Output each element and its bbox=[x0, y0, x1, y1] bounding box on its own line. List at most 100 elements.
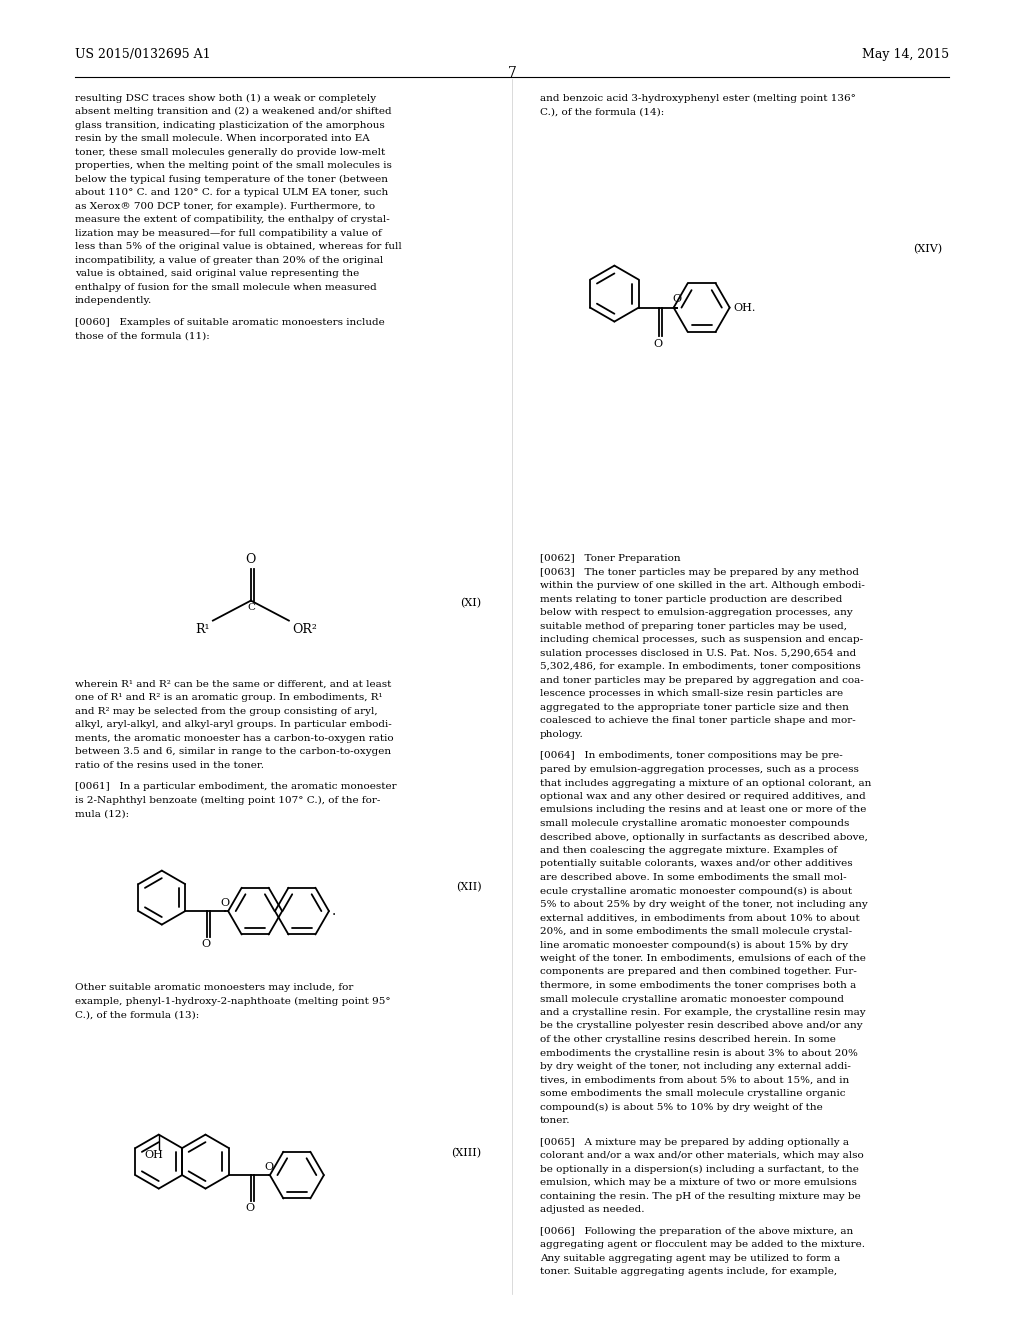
Text: lization may be measured—for full compatibility a value of: lization may be measured—for full compat… bbox=[75, 228, 382, 238]
Text: and toner particles may be prepared by aggregation and coa-: and toner particles may be prepared by a… bbox=[540, 676, 863, 685]
Text: embodiments the crystalline resin is about 3% to about 20%: embodiments the crystalline resin is abo… bbox=[540, 1048, 857, 1057]
Text: pared by emulsion-aggregation processes, such as a process: pared by emulsion-aggregation processes,… bbox=[540, 766, 858, 774]
Text: (XIV): (XIV) bbox=[913, 244, 942, 255]
Text: 20%, and in some embodiments the small molecule crystal-: 20%, and in some embodiments the small m… bbox=[540, 927, 852, 936]
Text: optional wax and any other desired or required additives, and: optional wax and any other desired or re… bbox=[540, 792, 865, 801]
Text: 5,302,486, for example. In embodiments, toner compositions: 5,302,486, for example. In embodiments, … bbox=[540, 663, 860, 672]
Text: O: O bbox=[202, 939, 211, 949]
Text: R¹: R¹ bbox=[196, 623, 210, 636]
Text: ratio of the resins used in the toner.: ratio of the resins used in the toner. bbox=[75, 760, 264, 770]
Text: below the typical fusing temperature of the toner (between: below the typical fusing temperature of … bbox=[75, 174, 388, 183]
Text: between 3.5 and 6, similar in range to the carbon-to-oxygen: between 3.5 and 6, similar in range to t… bbox=[75, 747, 391, 756]
Text: ments, the aromatic monoester has a carbon-to-oxygen ratio: ments, the aromatic monoester has a carb… bbox=[75, 734, 393, 743]
Text: glass transition, indicating plasticization of the amorphous: glass transition, indicating plasticizat… bbox=[75, 120, 384, 129]
Text: phology.: phology. bbox=[540, 730, 584, 739]
Text: be the crystalline polyester resin described above and/or any: be the crystalline polyester resin descr… bbox=[540, 1022, 862, 1031]
Text: emulsions including the resins and at least one or more of the: emulsions including the resins and at le… bbox=[540, 805, 866, 814]
Text: of the other crystalline resins described herein. In some: of the other crystalline resins describe… bbox=[540, 1035, 836, 1044]
Text: C.), of the formula (14):: C.), of the formula (14): bbox=[540, 107, 664, 116]
Text: O: O bbox=[653, 339, 663, 348]
Text: alkyl, aryl-alkyl, and alkyl-aryl groups. In particular embodi-: alkyl, aryl-alkyl, and alkyl-aryl groups… bbox=[75, 721, 391, 729]
Text: properties, when the melting point of the small molecules is: properties, when the melting point of th… bbox=[75, 161, 391, 170]
Text: and benzoic acid 3-hydroxyphenyl ester (melting point 136°: and benzoic acid 3-hydroxyphenyl ester (… bbox=[540, 94, 855, 103]
Text: [0061]   In a particular embodiment, the aromatic monoester: [0061] In a particular embodiment, the a… bbox=[75, 783, 396, 792]
Text: thermore, in some embodiments the toner comprises both a: thermore, in some embodiments the toner … bbox=[540, 981, 856, 990]
Text: C: C bbox=[247, 603, 255, 611]
Text: [0060]   Examples of suitable aromatic monoesters include: [0060] Examples of suitable aromatic mon… bbox=[75, 318, 384, 327]
Text: and R² may be selected from the group consisting of aryl,: and R² may be selected from the group co… bbox=[75, 706, 378, 715]
Text: that includes aggregating a mixture of an optional colorant, an: that includes aggregating a mixture of a… bbox=[540, 779, 871, 788]
Text: those of the formula (11):: those of the formula (11): bbox=[75, 331, 210, 341]
Text: below with respect to emulsion-aggregation processes, any: below with respect to emulsion-aggregati… bbox=[540, 609, 852, 618]
Text: 5% to about 25% by dry weight of the toner, not including any: 5% to about 25% by dry weight of the ton… bbox=[540, 900, 867, 909]
Text: .: . bbox=[332, 904, 336, 919]
Text: incompatibility, a value of greater than 20% of the original: incompatibility, a value of greater than… bbox=[75, 256, 383, 265]
Text: O: O bbox=[672, 293, 681, 304]
Text: small molecule crystalline aromatic monoester compound: small molecule crystalline aromatic mono… bbox=[540, 994, 844, 1003]
Text: [0062]   Toner Preparation: [0062] Toner Preparation bbox=[540, 554, 680, 564]
Text: aggregating agent or flocculent may be added to the mixture.: aggregating agent or flocculent may be a… bbox=[540, 1241, 864, 1249]
Text: aggregated to the appropriate toner particle size and then: aggregated to the appropriate toner part… bbox=[540, 702, 849, 711]
Text: example, phenyl-1-hydroxy-2-naphthoate (melting point 95°: example, phenyl-1-hydroxy-2-naphthoate (… bbox=[75, 997, 390, 1006]
Text: wherein R¹ and R² can be the same or different, and at least: wherein R¹ and R² can be the same or dif… bbox=[75, 680, 391, 689]
Text: O: O bbox=[220, 898, 229, 908]
Text: (XI): (XI) bbox=[460, 598, 481, 609]
Text: colorant and/or a wax and/or other materials, which may also: colorant and/or a wax and/or other mater… bbox=[540, 1151, 863, 1160]
Text: potentially suitable colorants, waxes and/or other additives: potentially suitable colorants, waxes an… bbox=[540, 859, 852, 869]
Text: one of R¹ and R² is an aromatic group. In embodiments, R¹: one of R¹ and R² is an aromatic group. I… bbox=[75, 693, 382, 702]
Text: Any suitable aggregating agent may be utilized to form a: Any suitable aggregating agent may be ut… bbox=[540, 1254, 840, 1263]
Text: components are prepared and then combined together. Fur-: components are prepared and then combine… bbox=[540, 968, 856, 977]
Text: lescence processes in which small-size resin particles are: lescence processes in which small-size r… bbox=[540, 689, 843, 698]
Text: May 14, 2015: May 14, 2015 bbox=[862, 48, 949, 61]
Text: ecule crystalline aromatic monoester compound(s) is about: ecule crystalline aromatic monoester com… bbox=[540, 887, 852, 896]
Text: [0063]   The toner particles may be prepared by any method: [0063] The toner particles may be prepar… bbox=[540, 568, 859, 577]
Text: toner.: toner. bbox=[540, 1115, 570, 1125]
Text: Other suitable aromatic monoesters may include, for: Other suitable aromatic monoesters may i… bbox=[75, 983, 353, 993]
Text: OR²: OR² bbox=[292, 623, 316, 636]
Text: external additives, in embodiments from about 10% to about: external additives, in embodiments from … bbox=[540, 913, 859, 923]
Text: (XIII): (XIII) bbox=[452, 1148, 481, 1159]
Text: and then coalescing the aggregate mixture. Examples of: and then coalescing the aggregate mixtur… bbox=[540, 846, 837, 855]
Text: [0064]   In embodiments, toner compositions may be pre-: [0064] In embodiments, toner composition… bbox=[540, 751, 843, 760]
Text: absent melting transition and (2) a weakened and/or shifted: absent melting transition and (2) a weak… bbox=[75, 107, 391, 116]
Text: US 2015/0132695 A1: US 2015/0132695 A1 bbox=[75, 48, 210, 61]
Text: by dry weight of the toner, not including any external addi-: by dry weight of the toner, not includin… bbox=[540, 1063, 851, 1071]
Text: (XII): (XII) bbox=[456, 882, 481, 892]
Text: O: O bbox=[264, 1162, 273, 1172]
Text: be optionally in a dispersion(s) including a surfactant, to the: be optionally in a dispersion(s) includi… bbox=[540, 1164, 858, 1173]
Text: OH.: OH. bbox=[733, 302, 756, 313]
Text: OH: OH bbox=[144, 1150, 163, 1159]
Text: [0066]   Following the preparation of the above mixture, an: [0066] Following the preparation of the … bbox=[540, 1226, 853, 1236]
Text: is 2-Naphthyl benzoate (melting point 107° C.), of the for-: is 2-Naphthyl benzoate (melting point 10… bbox=[75, 796, 380, 805]
Text: and a crystalline resin. For example, the crystalline resin may: and a crystalline resin. For example, th… bbox=[540, 1008, 865, 1016]
Text: emulsion, which may be a mixture of two or more emulsions: emulsion, which may be a mixture of two … bbox=[540, 1177, 856, 1187]
Text: toner, these small molecules generally do provide low-melt: toner, these small molecules generally d… bbox=[75, 148, 385, 157]
Text: O: O bbox=[246, 553, 256, 565]
Text: line aromatic monoester compound(s) is about 15% by dry: line aromatic monoester compound(s) is a… bbox=[540, 940, 848, 949]
Text: measure the extent of compatibility, the enthalpy of crystal-: measure the extent of compatibility, the… bbox=[75, 215, 389, 224]
Text: sulation processes disclosed in U.S. Pat. Nos. 5,290,654 and: sulation processes disclosed in U.S. Pat… bbox=[540, 649, 856, 657]
Text: enthalpy of fusion for the small molecule when measured: enthalpy of fusion for the small molecul… bbox=[75, 282, 377, 292]
Text: 7: 7 bbox=[508, 66, 516, 81]
Text: some embodiments the small molecule crystalline organic: some embodiments the small molecule crys… bbox=[540, 1089, 845, 1098]
Text: within the purview of one skilled in the art. Although embodi-: within the purview of one skilled in the… bbox=[540, 581, 864, 590]
Text: mula (12):: mula (12): bbox=[75, 809, 129, 818]
Text: are described above. In some embodiments the small mol-: are described above. In some embodiments… bbox=[540, 873, 846, 882]
Text: adjusted as needed.: adjusted as needed. bbox=[540, 1205, 644, 1214]
Text: described above, optionally in surfactants as described above,: described above, optionally in surfactan… bbox=[540, 833, 867, 842]
Text: resin by the small molecule. When incorporated into EA: resin by the small molecule. When incorp… bbox=[75, 135, 370, 144]
Text: less than 5% of the original value is obtained, whereas for full: less than 5% of the original value is ob… bbox=[75, 243, 401, 251]
Text: O: O bbox=[246, 1203, 254, 1213]
Text: C.), of the formula (13):: C.), of the formula (13): bbox=[75, 1010, 199, 1019]
Text: coalesced to achieve the final toner particle shape and mor-: coalesced to achieve the final toner par… bbox=[540, 717, 855, 726]
Text: compound(s) is about 5% to 10% by dry weight of the: compound(s) is about 5% to 10% by dry we… bbox=[540, 1102, 822, 1111]
Text: including chemical processes, such as suspension and encap-: including chemical processes, such as su… bbox=[540, 635, 863, 644]
Text: small molecule crystalline aromatic monoester compounds: small molecule crystalline aromatic mono… bbox=[540, 818, 849, 828]
Text: value is obtained, said original value representing the: value is obtained, said original value r… bbox=[75, 269, 359, 279]
Text: resulting DSC traces show both (1) a weak or completely: resulting DSC traces show both (1) a wea… bbox=[75, 94, 376, 103]
Text: about 110° C. and 120° C. for a typical ULM EA toner, such: about 110° C. and 120° C. for a typical … bbox=[75, 189, 388, 197]
Text: [0065]   A mixture may be prepared by adding optionally a: [0065] A mixture may be prepared by addi… bbox=[540, 1138, 849, 1147]
Text: independently.: independently. bbox=[75, 296, 152, 305]
Text: weight of the toner. In embodiments, emulsions of each of the: weight of the toner. In embodiments, emu… bbox=[540, 954, 865, 964]
Text: containing the resin. The pH of the resulting mixture may be: containing the resin. The pH of the resu… bbox=[540, 1192, 860, 1201]
